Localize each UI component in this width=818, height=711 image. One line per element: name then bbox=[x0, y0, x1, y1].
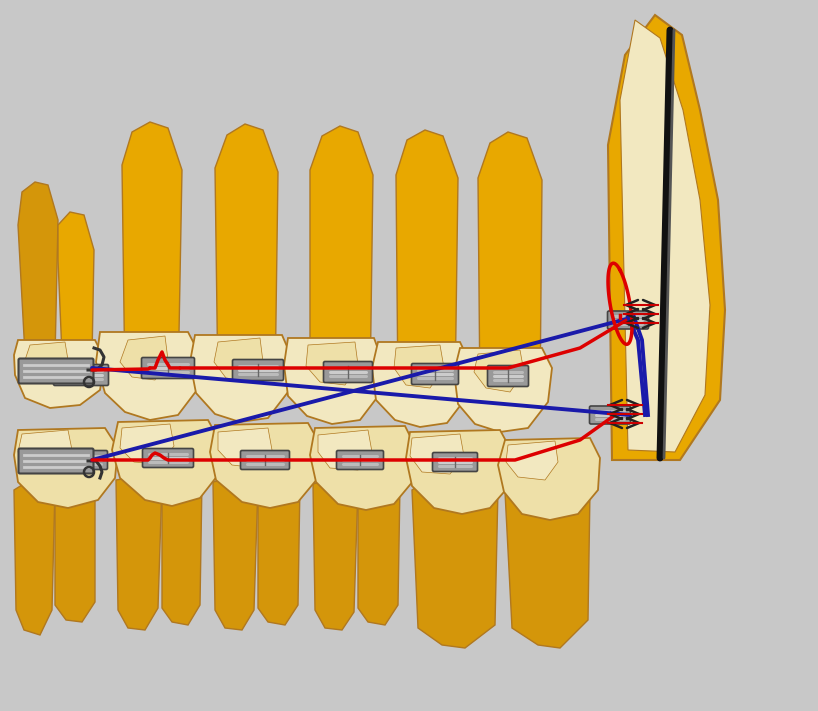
Polygon shape bbox=[112, 420, 220, 506]
Polygon shape bbox=[396, 130, 458, 396]
Polygon shape bbox=[14, 340, 105, 408]
Polygon shape bbox=[18, 182, 58, 358]
FancyBboxPatch shape bbox=[19, 449, 93, 474]
Polygon shape bbox=[620, 20, 710, 452]
FancyBboxPatch shape bbox=[232, 360, 284, 380]
Polygon shape bbox=[318, 430, 372, 470]
Polygon shape bbox=[96, 332, 200, 420]
FancyBboxPatch shape bbox=[53, 365, 109, 385]
Polygon shape bbox=[313, 482, 358, 630]
FancyBboxPatch shape bbox=[240, 451, 290, 469]
Polygon shape bbox=[18, 430, 72, 468]
Polygon shape bbox=[58, 212, 94, 358]
Polygon shape bbox=[162, 480, 202, 625]
FancyBboxPatch shape bbox=[411, 363, 459, 385]
FancyBboxPatch shape bbox=[433, 452, 478, 471]
Polygon shape bbox=[258, 482, 300, 625]
FancyBboxPatch shape bbox=[336, 451, 384, 469]
Polygon shape bbox=[14, 428, 118, 508]
Polygon shape bbox=[120, 336, 168, 380]
Polygon shape bbox=[14, 485, 55, 635]
Polygon shape bbox=[506, 441, 558, 480]
FancyBboxPatch shape bbox=[323, 361, 372, 383]
Polygon shape bbox=[122, 122, 182, 388]
Polygon shape bbox=[218, 428, 272, 468]
FancyBboxPatch shape bbox=[19, 358, 93, 383]
Polygon shape bbox=[608, 15, 725, 460]
FancyBboxPatch shape bbox=[142, 449, 194, 468]
Polygon shape bbox=[213, 480, 258, 630]
Polygon shape bbox=[25, 342, 68, 375]
Polygon shape bbox=[215, 124, 278, 390]
Polygon shape bbox=[210, 423, 320, 508]
Polygon shape bbox=[454, 348, 552, 432]
Polygon shape bbox=[55, 490, 95, 622]
Polygon shape bbox=[116, 478, 162, 630]
Polygon shape bbox=[310, 426, 416, 510]
Polygon shape bbox=[190, 335, 292, 422]
Polygon shape bbox=[372, 342, 470, 427]
FancyBboxPatch shape bbox=[608, 311, 649, 329]
Polygon shape bbox=[498, 438, 600, 520]
Polygon shape bbox=[358, 484, 400, 625]
Polygon shape bbox=[474, 350, 524, 392]
Polygon shape bbox=[214, 338, 263, 382]
FancyBboxPatch shape bbox=[488, 365, 528, 387]
Polygon shape bbox=[406, 430, 512, 514]
Polygon shape bbox=[306, 342, 358, 385]
FancyBboxPatch shape bbox=[590, 406, 631, 424]
Polygon shape bbox=[310, 126, 373, 392]
Polygon shape bbox=[412, 488, 498, 648]
FancyBboxPatch shape bbox=[52, 451, 107, 469]
Polygon shape bbox=[505, 490, 590, 648]
Polygon shape bbox=[410, 434, 464, 474]
FancyBboxPatch shape bbox=[142, 358, 195, 378]
Polygon shape bbox=[120, 424, 174, 464]
Polygon shape bbox=[478, 132, 542, 400]
Polygon shape bbox=[394, 345, 444, 388]
Polygon shape bbox=[284, 338, 382, 424]
